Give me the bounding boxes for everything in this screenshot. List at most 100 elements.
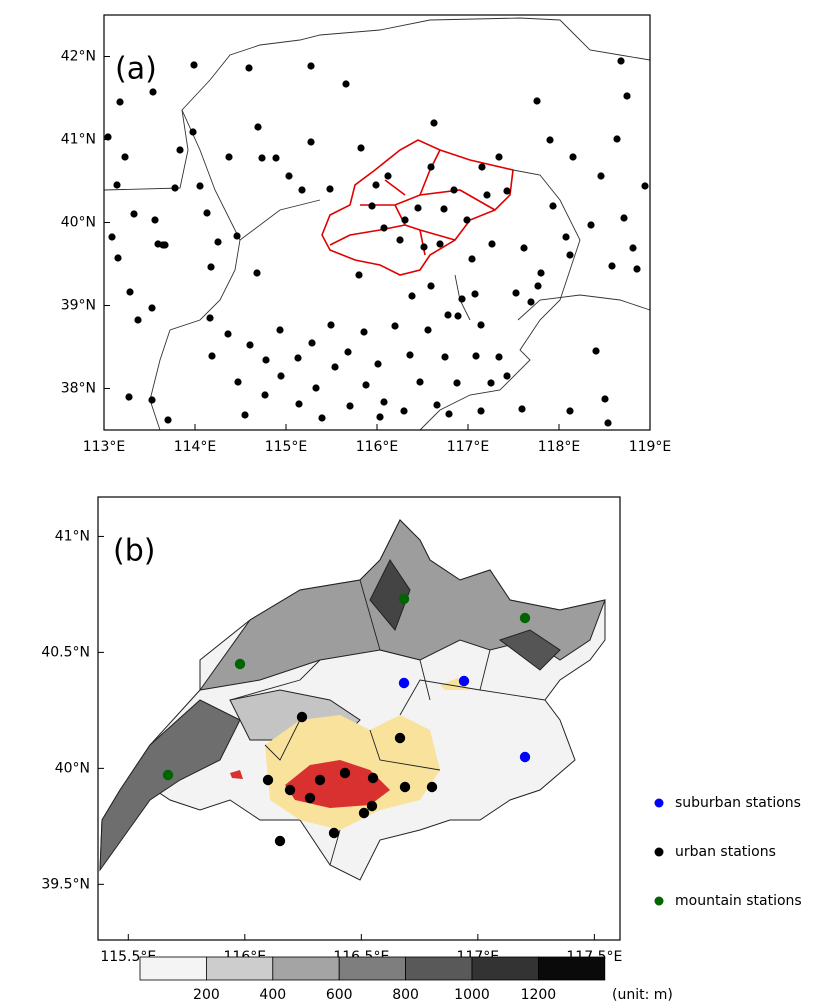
station-dot [149,88,156,95]
terrain [100,520,605,880]
station-dot [171,184,178,191]
station-dot [445,410,452,417]
station-dot [121,153,128,160]
legend-label: mountain stations [675,893,802,909]
legend-label: suburban stations [675,795,801,811]
station-dot [113,181,120,188]
station-dot [276,326,283,333]
station-dot [161,241,168,248]
station-dot [533,97,540,104]
station-dot [151,216,158,223]
y-tick-label: 40°N [61,215,96,231]
station-dot [566,407,573,414]
station-dot [368,773,378,783]
station-dot [472,352,479,359]
station-dot [569,153,576,160]
station-dot [430,119,437,126]
station-dot [503,372,510,379]
station-dot [478,163,485,170]
station-dot [400,782,410,792]
figure: (a)113°E114°E115°E116°E117°E118°E119°E38… [0,0,830,1005]
station-dot [225,153,232,160]
station-dot [164,416,171,423]
station-dot [207,263,214,270]
station-dot [444,311,451,318]
station-dot [495,353,502,360]
station-dot [471,290,478,297]
y-tick-label: 42°N [61,49,96,65]
station-dot [396,236,403,243]
legend-label: urban stations [675,844,776,860]
station-dot [305,793,315,803]
station-dot [512,289,519,296]
station-dot [329,828,339,838]
station-dot [399,678,409,688]
station-dot [477,321,484,328]
station-dot [234,378,241,385]
station-dot [163,770,173,780]
station-dot [245,64,252,71]
station-dot [641,182,648,189]
station-dot [308,339,315,346]
colorbar-unit: (unit: m) [612,987,673,1003]
station-dot [463,216,470,223]
station-dot [620,214,627,221]
station-dot [518,405,525,412]
station-dot [483,191,490,198]
y-tick-label: 38°N [61,381,96,397]
station-dot [214,238,221,245]
station-dot [148,396,155,403]
station-dot [206,314,213,321]
y-tick-label: 40.5°N [41,644,90,660]
station-dot [134,316,141,323]
station-dot [374,360,381,367]
station-dot [427,282,434,289]
station-dot [400,407,407,414]
station-dot [487,379,494,386]
station-dot [340,768,350,778]
station-dot [566,251,573,258]
station-dot [148,304,155,311]
station-dot [604,419,611,426]
legend-swatch [655,799,664,808]
station-dot [376,413,383,420]
station-dot [355,271,362,278]
colorbar-tick-label: 600 [326,987,353,1003]
station-dot [459,676,469,686]
station-dot [359,808,369,818]
station-dot [384,172,391,179]
station-dot [520,244,527,251]
x-tick-label: 114°E [174,439,217,455]
station-dot [196,182,203,189]
station-dot [312,384,319,391]
x-tick-label: 116°E [356,439,399,455]
station-dot [495,153,502,160]
station-dot [629,244,636,251]
station-dot [380,398,387,405]
station-dot [307,62,314,69]
station-dot [414,204,421,211]
station-dot [285,172,292,179]
colorbar-box [339,957,405,980]
colorbar-box [406,957,472,980]
station-dot [372,181,379,188]
colorbar-box [206,957,272,980]
station-dot [307,138,314,145]
station-dot [380,224,387,231]
station-dot [503,187,510,194]
colorbar-box [538,957,604,980]
legend-swatch [655,897,664,906]
station-dot [331,363,338,370]
panel-a-frame [104,15,650,430]
station-dot [315,775,325,785]
station-dot [520,752,530,762]
station-dot [327,321,334,328]
station-dot [613,135,620,142]
station-dot [395,733,405,743]
y-tick-label: 39°N [61,298,96,314]
station-dot [277,372,284,379]
station-dot [633,265,640,272]
x-tick-label: 119°E [629,439,672,455]
station-dot [189,128,196,135]
colorbar-box [273,957,339,980]
